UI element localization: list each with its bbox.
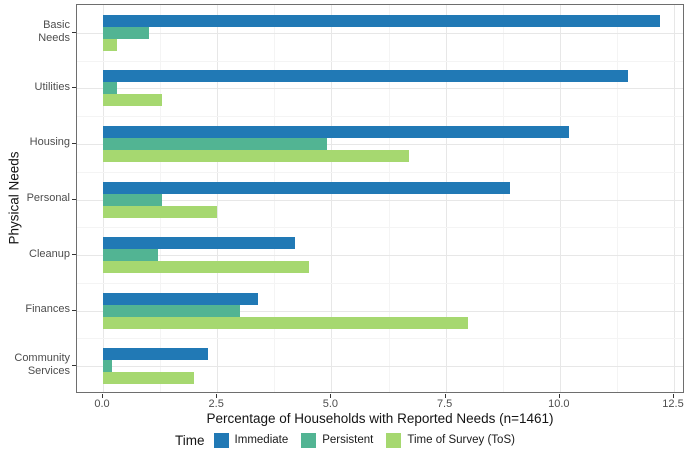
- y-category-label-housing: Housing: [29, 136, 70, 149]
- legend-label-time-of-survey-tos: Time of Survey (ToS): [407, 434, 515, 446]
- y-category-label-cleanup: Cleanup: [29, 247, 70, 260]
- x-axis-tick-label: 5.0: [322, 398, 339, 410]
- bar-time-of-survey-tos-utilities: [103, 94, 163, 107]
- legend-item-time-of-survey-tos: Time of Survey (ToS): [386, 432, 515, 448]
- bar-immediate-utilities: [103, 70, 629, 83]
- x-axis-tick-label: 2.5: [208, 398, 224, 410]
- bar-persistent-personal: [103, 193, 163, 206]
- minor-gridline: [77, 282, 683, 284]
- legend-item-persistent: Persistent: [301, 432, 374, 448]
- bar-time-of-survey-tos-finances: [103, 316, 469, 329]
- x-axis-tick-mark: [673, 394, 674, 398]
- y-axis-tick-mark: [72, 254, 76, 256]
- major-gridline: [674, 5, 675, 392]
- y-category-label-community-services: Community Services: [14, 352, 70, 378]
- legend-label-immediate: Immediate: [234, 434, 289, 446]
- legend-swatch-time-of-survey-tos: [386, 432, 402, 448]
- bar-time-of-survey-tos-housing: [103, 149, 410, 162]
- y-category-label-personal: Personal: [26, 192, 70, 204]
- legend-swatch-persistent: [301, 432, 317, 448]
- legend-title: Time: [175, 432, 205, 448]
- bar-immediate-cleanup: [103, 237, 295, 250]
- major-gridline: [77, 199, 683, 201]
- plot-panel: [76, 4, 684, 393]
- bar-persistent-community-services: [103, 360, 113, 373]
- y-axis-title: Physical Needs: [6, 151, 22, 245]
- legend: Time Immediate Persistent Time of Survey (…: [0, 430, 690, 450]
- minor-gridline: [77, 116, 683, 118]
- bar-immediate-community-services: [103, 348, 209, 361]
- x-axis-tick-mark: [444, 394, 446, 398]
- x-axis-tick-label: 7.5: [436, 398, 453, 410]
- major-gridline: [77, 366, 683, 368]
- bar-persistent-housing: [103, 137, 327, 150]
- minor-gridline: [388, 5, 390, 392]
- major-gridline: [77, 255, 683, 257]
- bar-persistent-utilities: [103, 82, 117, 95]
- minor-gridline: [77, 171, 683, 173]
- x-axis-tick-label: 10.0: [548, 398, 570, 410]
- x-axis-tick-mark: [216, 394, 218, 398]
- major-gridline: [559, 5, 561, 392]
- x-axis-tick-mark: [102, 394, 103, 398]
- y-axis-tick-mark: [72, 198, 76, 200]
- legend-items: Immediate Persistent Time of Survey (ToS): [213, 432, 515, 448]
- bar-immediate-basic-needs: [103, 14, 661, 27]
- bar-persistent-cleanup: [103, 249, 158, 262]
- minor-gridline: [77, 60, 683, 62]
- legend-swatch-immediate: [213, 432, 229, 448]
- legend-label-persistent: Persistent: [322, 434, 374, 446]
- minor-gridline: [502, 5, 504, 392]
- y-axis-tick-mark: [72, 87, 76, 89]
- major-gridline: [445, 5, 447, 392]
- y-category-label-utilities: Utilities: [34, 80, 70, 93]
- y-axis-tick-mark: [72, 309, 76, 311]
- bar-time-of-survey-tos-cleanup: [103, 261, 309, 274]
- major-gridline: [217, 5, 219, 392]
- minor-gridline: [274, 5, 276, 392]
- bar-immediate-finances: [103, 292, 259, 305]
- bar-persistent-basic-needs: [103, 26, 149, 39]
- bar-immediate-personal: [103, 181, 510, 194]
- bar-time-of-survey-tos-personal: [103, 205, 218, 218]
- major-gridline: [331, 5, 333, 392]
- bar-persistent-finances: [103, 304, 241, 317]
- major-gridline: [77, 310, 683, 312]
- y-axis-tick-mark: [72, 142, 76, 144]
- y-category-label-finances: Finances: [25, 303, 70, 316]
- minor-gridline: [77, 227, 683, 229]
- major-gridline: [77, 143, 683, 145]
- bar-time-of-survey-tos-basic-needs: [103, 38, 117, 51]
- bar-immediate-housing: [103, 125, 569, 138]
- bar-time-of-survey-tos-community-services: [103, 372, 195, 385]
- minor-gridline: [77, 338, 683, 340]
- minor-gridline: [616, 5, 618, 392]
- major-gridline: [77, 88, 683, 90]
- y-category-label-basic-needs: Basic Needs: [38, 18, 70, 44]
- x-axis-tick-mark: [330, 394, 332, 398]
- y-axis-tick-mark: [72, 31, 76, 33]
- major-gridline: [77, 32, 683, 34]
- legend-item-immediate: Immediate: [213, 432, 289, 448]
- x-axis-tick-label: 0.0: [94, 398, 110, 410]
- x-axis-tick-label: 12.5: [662, 398, 684, 410]
- y-axis-tick-mark: [72, 365, 76, 367]
- x-axis-title: Percentage of Households with Reported N…: [206, 411, 554, 426]
- x-axis-tick-mark: [558, 394, 560, 398]
